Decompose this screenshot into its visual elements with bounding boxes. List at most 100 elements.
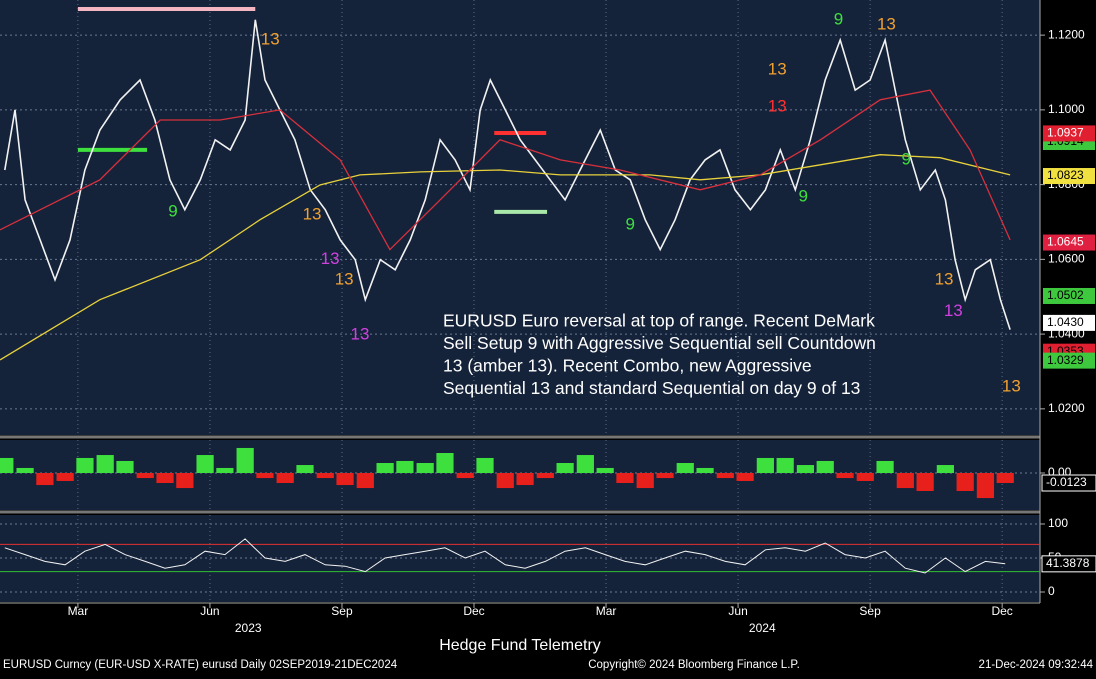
histogram-bar [236, 447, 254, 474]
histogram-bar [796, 465, 815, 474]
year-label: 2023 [235, 621, 262, 635]
price-box [1043, 352, 1095, 369]
histogram-bar [256, 473, 274, 479]
y-tick-label: 0 [1048, 584, 1055, 598]
histogram-bar [336, 473, 354, 486]
oscillator-panel [0, 515, 1040, 602]
histogram-bar [276, 473, 294, 484]
histogram-bar [76, 457, 94, 474]
histogram-bar [956, 473, 974, 491]
price-box-label: 1.0645 [1047, 235, 1084, 249]
x-tick-label: Sep [331, 604, 353, 618]
histogram-bar [116, 460, 134, 474]
demark-count: 13 [944, 301, 963, 320]
histogram-bar [776, 457, 794, 474]
footer-title: Hedge Fund Telemetry [439, 637, 601, 654]
histogram-bar [716, 473, 734, 479]
price-box-label: 1.0329 [1047, 353, 1084, 367]
histogram-bar [196, 455, 214, 474]
price-box-label: 1.0823 [1047, 168, 1084, 182]
histogram-bar [596, 467, 614, 474]
commentary: Sell Setup 9 with Aggressive Sequential … [443, 333, 876, 353]
histogram-bar [556, 463, 574, 474]
x-tick-label: Jun [200, 604, 219, 618]
demark-count: 13 [877, 15, 896, 34]
price-box [1043, 287, 1095, 304]
histogram-bar [496, 473, 514, 489]
x-tick-label: Mar [68, 604, 89, 618]
histogram-bar [356, 473, 374, 489]
x-tick-label: Sep [859, 604, 881, 618]
price-box [1043, 234, 1095, 251]
histogram-bar [976, 473, 995, 499]
x-tick-label: Dec [991, 604, 1012, 618]
price-box-label: 1.0430 [1047, 315, 1084, 329]
price-line [4, 19, 1011, 330]
histogram-bar [676, 463, 694, 474]
commentary: EURUSD Euro reversal at top of range. Re… [443, 311, 875, 331]
histogram-bar [856, 473, 874, 481]
histogram-bar [136, 473, 154, 479]
histogram-bar [396, 460, 414, 474]
footer-left: EURUSD Curncy (EUR-USD X-RATE) eurusd Da… [3, 659, 398, 671]
demark-count: 13 [261, 29, 280, 48]
demark-count: 13 [1002, 376, 1021, 395]
year-label: 2024 [749, 621, 776, 635]
histogram-bar [156, 473, 174, 484]
demark-count: 9 [626, 214, 635, 233]
footer-right: 21-Dec-2024 09:32:44 [979, 659, 1094, 671]
histogram-bar [756, 457, 774, 474]
histogram-bar [96, 455, 114, 474]
histogram-bar [56, 473, 74, 481]
demark-count: 13 [321, 249, 340, 268]
x-tick-label: Dec [463, 604, 484, 618]
footer-center: Copyright© 2024 Bloomberg Finance L.P. [588, 659, 800, 671]
commentary: 13 (amber 13). Recent Combo, new Aggress… [443, 356, 812, 376]
histogram-bar [536, 473, 554, 479]
price-box [1043, 168, 1095, 185]
price-box [1043, 314, 1095, 331]
histogram-bar [876, 460, 894, 474]
y-tick-label: 1.0600 [1048, 252, 1085, 266]
histogram-bar [616, 473, 634, 484]
histogram-bar [836, 473, 854, 479]
price-line [0, 89, 1011, 251]
histogram-bar [436, 453, 454, 474]
price-box [1043, 125, 1095, 142]
histogram-bar [0, 457, 14, 474]
histogram-bar [636, 473, 654, 489]
histogram-bar [456, 473, 474, 479]
histogram-bar [916, 473, 934, 491]
price-box-label: 1.0937 [1047, 126, 1084, 140]
demark-count: 9 [834, 9, 843, 28]
histogram-bar [896, 473, 914, 489]
demark-count: 9 [168, 201, 177, 220]
histogram-bar [416, 463, 434, 474]
histogram-bar [36, 473, 54, 486]
y-tick-label: 1.1200 [1048, 27, 1085, 41]
y-tick-label: 100 [1048, 516, 1068, 530]
demark-count: 9 [901, 149, 910, 168]
histogram-bar [176, 473, 194, 489]
histogram-bar [696, 467, 714, 474]
y-tick-label: 1.1000 [1048, 102, 1085, 116]
value-box [1041, 474, 1096, 492]
oscillator-line [4, 538, 1006, 574]
price-line [0, 154, 1011, 361]
demark-count: 13 [351, 324, 370, 343]
demark-count: 13 [768, 59, 787, 78]
value-box-label: -0.0123 [1046, 475, 1087, 489]
price-box-label: 1.0502 [1047, 288, 1084, 302]
histogram-bar [936, 465, 954, 474]
histogram-bar [16, 467, 34, 474]
value-box-label: 41.3878 [1046, 556, 1090, 570]
demark-count: 13 [335, 269, 354, 288]
x-tick-label: Mar [596, 604, 617, 618]
demark-count: 13 [768, 96, 787, 115]
histogram-bar [996, 473, 1014, 484]
histogram-bar [656, 473, 674, 479]
histogram-bar [316, 473, 334, 479]
histogram-bar [376, 463, 394, 474]
